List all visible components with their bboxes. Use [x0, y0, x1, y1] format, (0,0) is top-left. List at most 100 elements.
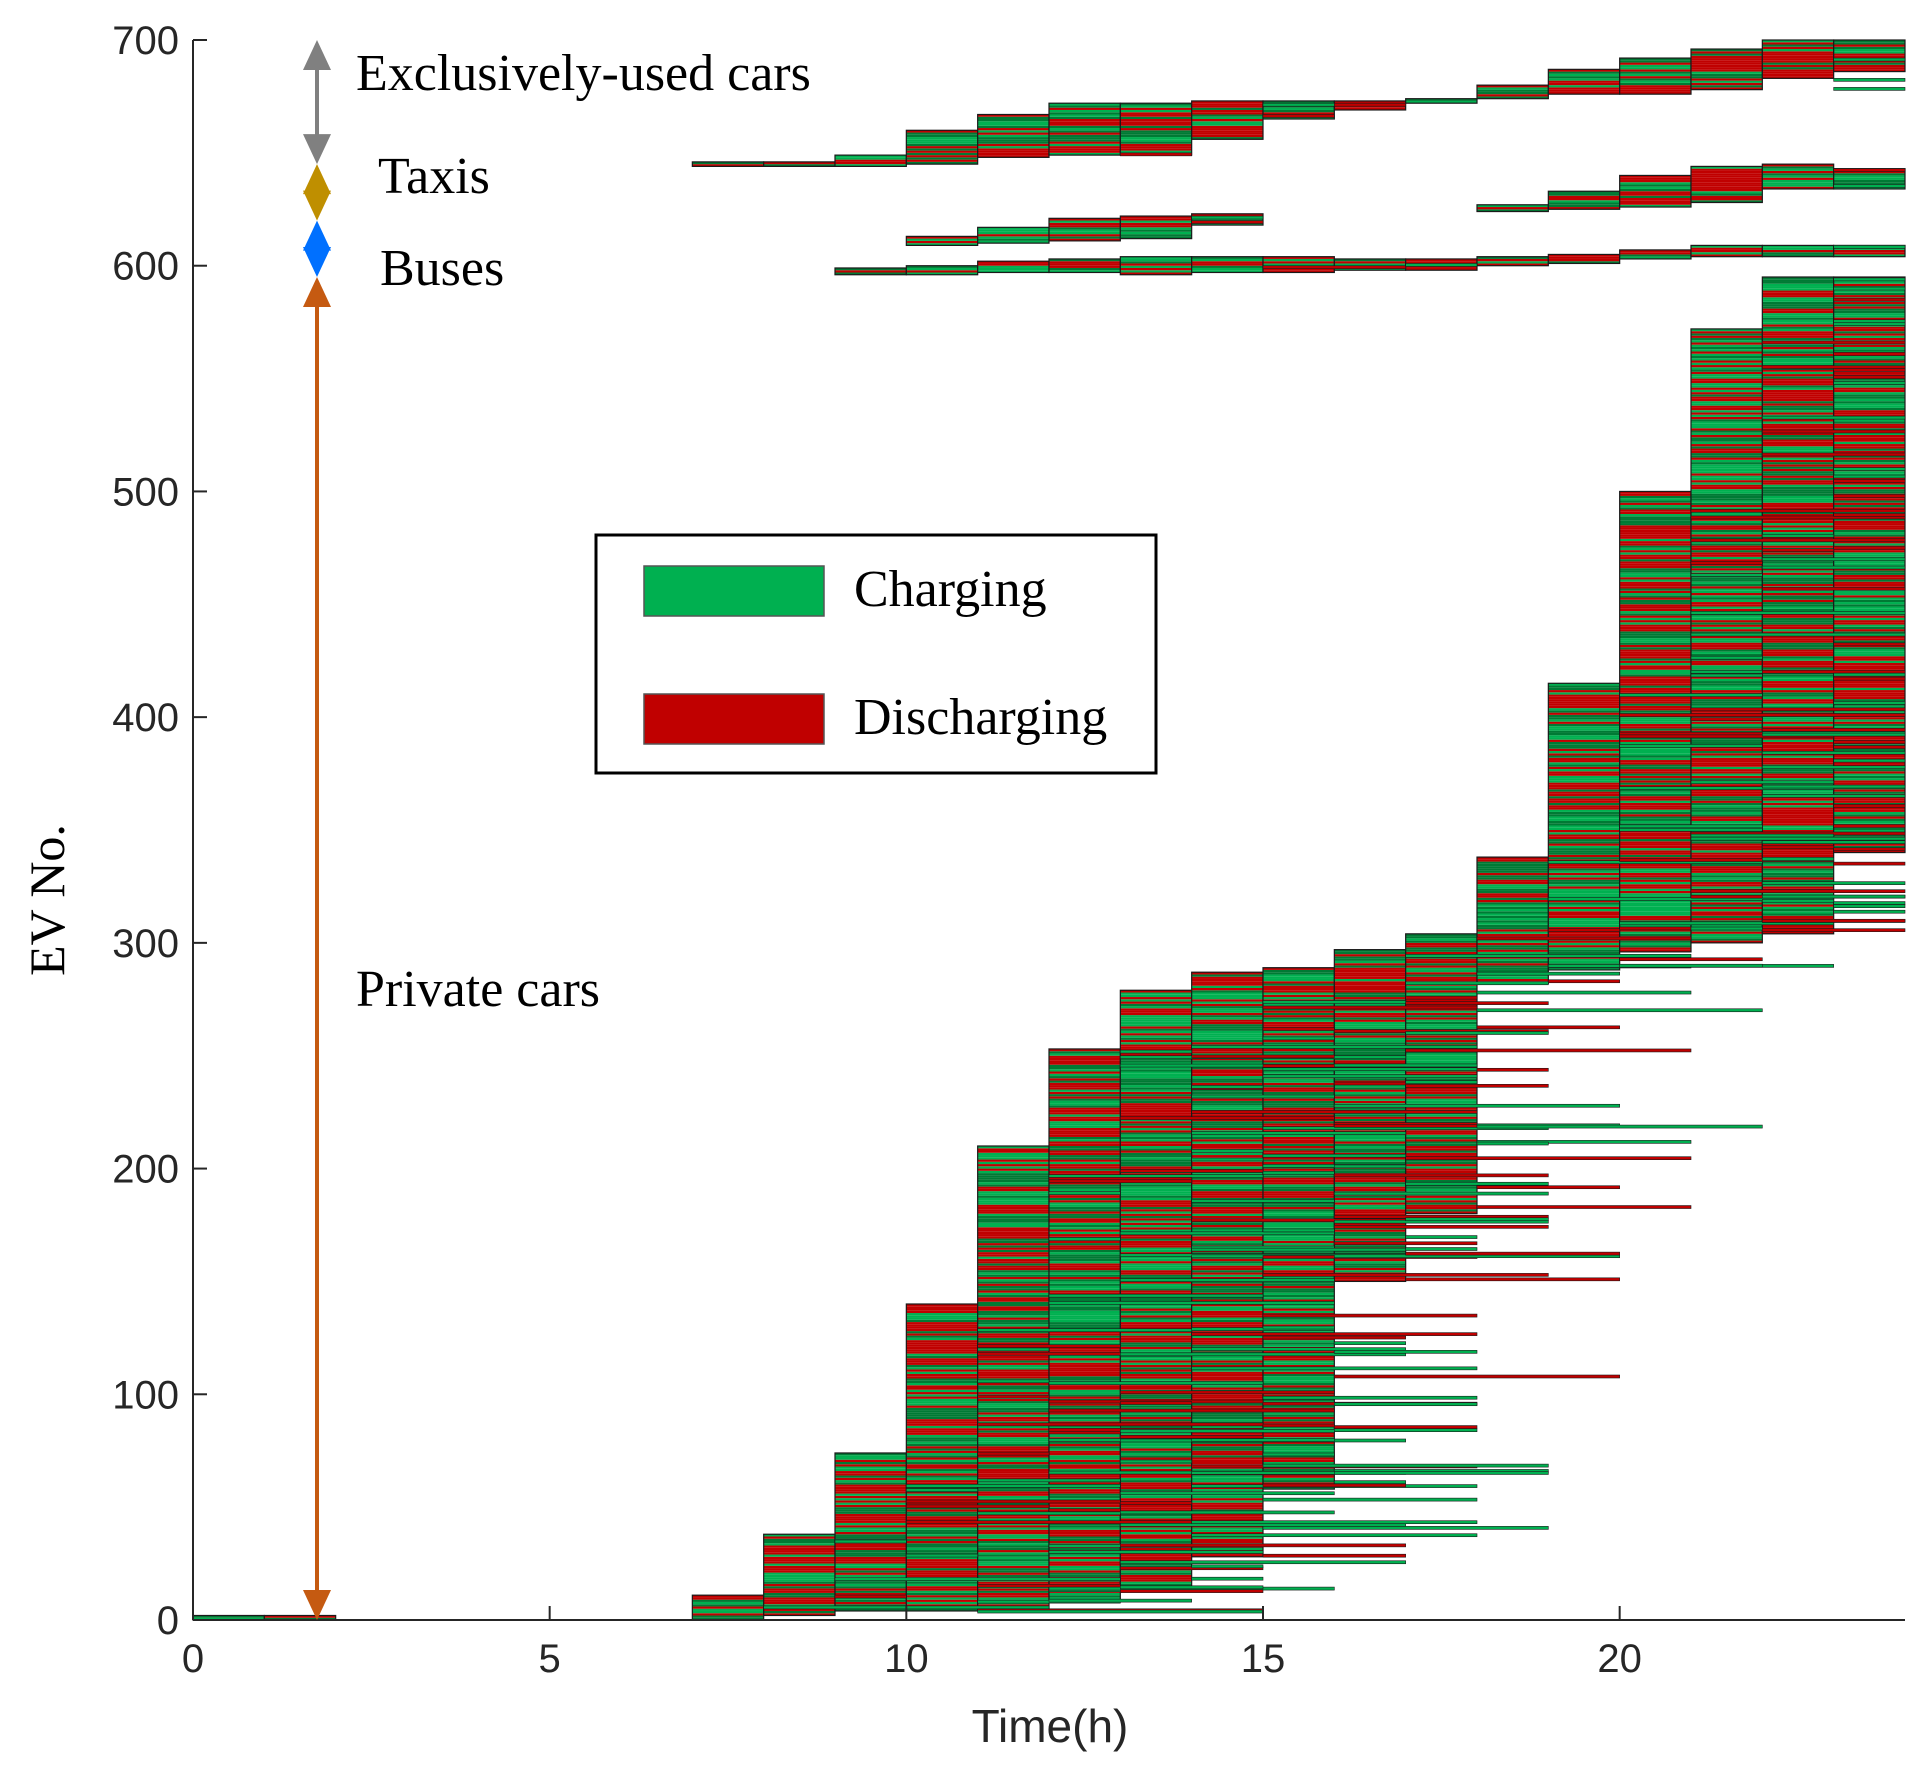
ev-stripe [1619, 491, 1691, 494]
ev-stripe [1691, 604, 1763, 607]
ev-stripe [1049, 1441, 1121, 1444]
ev-stripe [1477, 960, 1549, 964]
taxis-block [1048, 217, 1121, 242]
ev-stripe [1691, 184, 1763, 187]
ev-stripe [1049, 1561, 1121, 1564]
ev-stripe [1833, 67, 1905, 70]
ev-stripe [1619, 60, 1691, 63]
ev-stripe [835, 1480, 907, 1483]
ev-stripe [1191, 1152, 1263, 1156]
ev-stripe [1762, 904, 1834, 907]
ev-stripe [1691, 73, 1763, 77]
ev-stripe [1049, 1299, 1121, 1302]
ev-line [1619, 734, 1834, 739]
ev-stripe [1762, 498, 1834, 501]
ev-stripe [1762, 331, 1834, 334]
ev-stripe [1833, 590, 1905, 593]
ev-stripe [906, 1412, 978, 1415]
ev-stripe [1120, 1414, 1192, 1417]
ev-stripe [835, 1559, 907, 1562]
ev-stripe [906, 1597, 978, 1600]
ev-stripe [977, 1252, 1049, 1255]
ev-stripe [1833, 450, 1905, 454]
ev-stripe [1833, 820, 1905, 824]
ev-stripe [906, 1608, 978, 1611]
ev-stripe [977, 1405, 1049, 1408]
exclusively-used-cars-block [1833, 39, 1906, 73]
ev-stripe [1619, 545, 1691, 548]
ev-stripe [1263, 1243, 1335, 1246]
ev-stripe [1120, 1107, 1192, 1110]
ev-stripe [1334, 1148, 1406, 1151]
ev-stripe [977, 1475, 1049, 1478]
ev-stripe [977, 1243, 1049, 1246]
ev-stripe [1691, 703, 1763, 706]
ev-stripe [1263, 1351, 1335, 1354]
ev-stripe [1049, 1123, 1121, 1126]
ev-stripe [835, 1583, 907, 1587]
private-car-block [1619, 490, 1692, 953]
ev-stripe [763, 1543, 835, 1546]
ev-stripe [906, 1531, 978, 1535]
ev-stripe [1548, 195, 1620, 198]
ev-stripe [1120, 128, 1192, 131]
ev-stripe [1263, 1434, 1335, 1438]
ev-stripe [835, 1489, 907, 1492]
ev-stripe [1762, 631, 1834, 634]
ev-stripe [1548, 200, 1620, 203]
ev-line [1833, 286, 1906, 291]
ev-stripe [1477, 872, 1549, 876]
ev-line [1334, 1480, 1406, 1484]
ev-stripe [1762, 705, 1834, 709]
ev-stripe [1263, 1060, 1335, 1063]
ev-stripe [1191, 1155, 1263, 1158]
ev-stripe [1833, 252, 1905, 255]
ev-stripe [1049, 236, 1121, 239]
ev-stripe [906, 1599, 978, 1602]
ev-stripe [1548, 80, 1620, 83]
ev-stripe [1548, 728, 1620, 731]
ev-stripe [1263, 1211, 1335, 1214]
ev-stripe [692, 1606, 764, 1609]
ev-stripe [1833, 423, 1905, 426]
ev-stripe [1762, 791, 1834, 794]
ev-stripe [906, 1572, 978, 1575]
ev-stripe [1833, 331, 1905, 334]
ev-stripe [1691, 556, 1763, 560]
ev-stripe [1762, 432, 1834, 435]
ev-stripe [1833, 362, 1905, 366]
ev-stripe [906, 1565, 978, 1569]
ev-stripe [977, 1155, 1049, 1158]
ev-stripe [1263, 1281, 1335, 1284]
ev-line [1262, 1452, 1335, 1457]
ev-stripe [1191, 263, 1263, 266]
ev-stripe [977, 1186, 1049, 1189]
ev-stripe [1405, 1089, 1477, 1092]
ev-stripe [1619, 651, 1691, 654]
ev-stripe [1334, 1150, 1406, 1153]
ev-stripe [763, 1613, 835, 1616]
ev-stripe [1548, 911, 1620, 914]
ev-stripe [1334, 1168, 1406, 1171]
ev-stripe [1120, 1109, 1192, 1113]
ev-stripe [1263, 1195, 1335, 1198]
ev-line [1191, 215, 1264, 220]
ev-stripe [1405, 1091, 1477, 1095]
ev-stripe [1548, 877, 1620, 880]
ev-stripe [1691, 870, 1763, 873]
ev-stripe [1691, 401, 1763, 404]
ev-stripe [1120, 1529, 1192, 1532]
ev-stripe [1049, 1209, 1121, 1212]
ev-stripe [1762, 471, 1834, 474]
taxis-block [1690, 165, 1763, 204]
ev-stripe [1191, 985, 1263, 988]
ev-stripe [1120, 1475, 1192, 1478]
ev-stripe [763, 1538, 835, 1541]
ev-stripe [1120, 1297, 1192, 1300]
ev-stripe [1619, 543, 1691, 546]
ev-stripe [1049, 1085, 1121, 1088]
ev-line [1262, 1000, 1406, 1004]
ev-stripe [1263, 1062, 1335, 1065]
ev-stripe [1049, 1202, 1121, 1205]
ev-stripe [1191, 1331, 1263, 1334]
